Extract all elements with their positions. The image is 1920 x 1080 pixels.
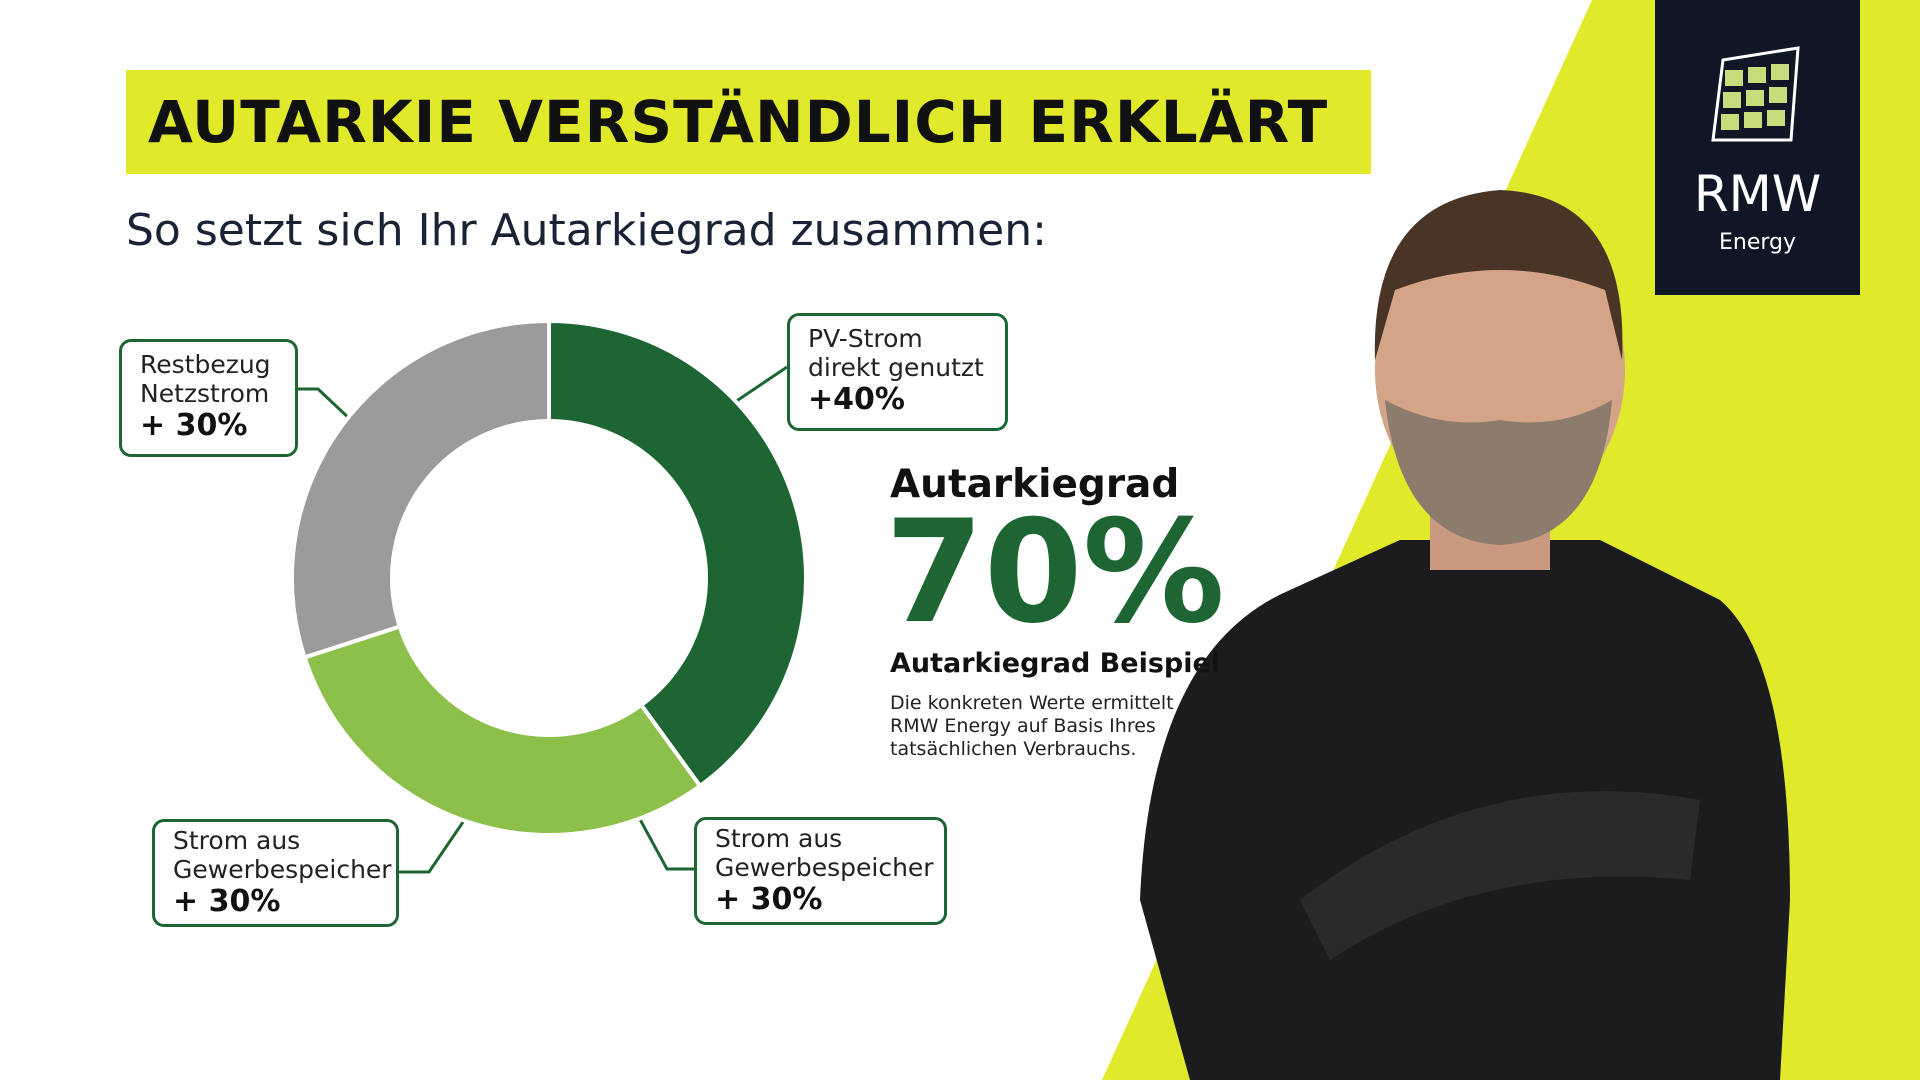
callout-value: + 30% — [715, 882, 823, 917]
callout: Strom aus Gewerbespeicher + 30% — [694, 817, 947, 925]
summary-heading: Autarkiegrad — [890, 462, 1180, 507]
callout-label: PV-Strom direkt genutzt — [808, 324, 984, 382]
title: AUTARKIE VERSTÄNDLICH ERKLÄRT — [148, 88, 1329, 156]
donut-segment — [547, 318, 808, 789]
person — [1140, 190, 1790, 1080]
donut-segment — [302, 623, 703, 837]
callout: PV-Strom direkt genutzt +40% — [787, 313, 1008, 431]
callout: Strom aus Gewerbespeicher + 30% — [152, 819, 399, 927]
callout-value: + 30% — [140, 408, 248, 443]
title-box — [126, 70, 1371, 174]
summary-caption: Autarkiegrad Beispiel — [890, 648, 1221, 679]
callout-value: +40% — [808, 382, 905, 417]
donut-segment — [290, 318, 551, 660]
summary-note: Die konkreten Werte ermittelt RMW Energy… — [890, 692, 1174, 760]
callout: Restbezug Netzstrom + 30% — [119, 339, 298, 457]
callout-value: + 30% — [173, 884, 281, 919]
donut — [290, 318, 808, 837]
subtitle: So setzt sich Ihr Autarkiegrad zusammen: — [126, 205, 1047, 256]
logo-name: RMW — [1693, 165, 1822, 223]
summary-value: 70% — [885, 490, 1225, 655]
logo-box: RMW Energy — [1655, 0, 1860, 295]
callout-label: Strom aus Gewerbespeicher — [173, 826, 392, 884]
callout-label: Restbezug Netzstrom — [140, 350, 271, 408]
callout-label: Strom aus Gewerbespeicher — [715, 824, 934, 882]
logo-icon — [1711, 46, 1800, 142]
logo-sub: Energy — [1718, 230, 1797, 255]
